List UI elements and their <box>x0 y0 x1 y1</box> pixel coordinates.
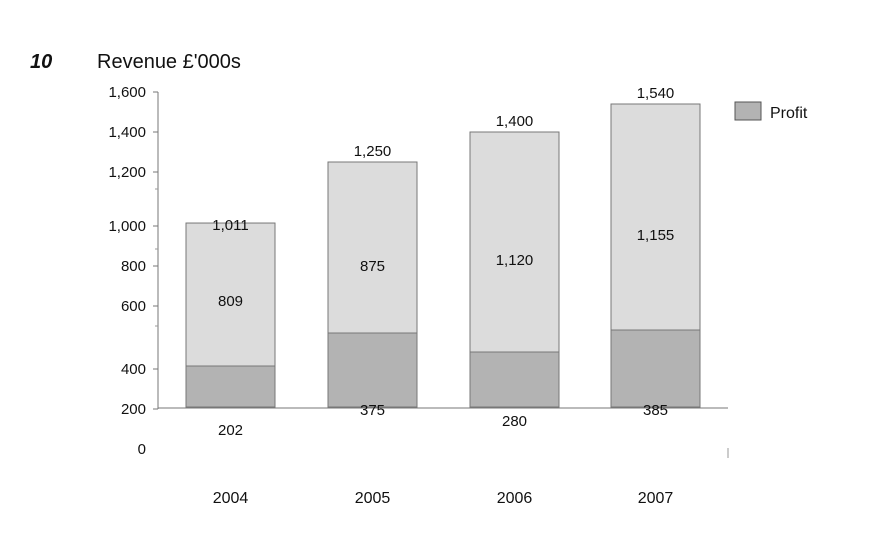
bar-revenue-remainder-2007 <box>610 103 701 331</box>
y-tick-label: 1,400 <box>108 124 146 141</box>
total-label-2007: 1,540 <box>637 85 675 102</box>
segment-label-2005: 875 <box>360 258 385 275</box>
y-tick-label: 800 <box>121 258 146 275</box>
y-tick-label: 1,600 <box>108 84 146 101</box>
segment-label-2006: 1,120 <box>496 252 534 269</box>
figure-number: 10 <box>30 51 52 73</box>
profit-label-2005: 375 <box>360 402 385 419</box>
y-tick-label: 600 <box>121 298 146 315</box>
total-label-2004: 1,011 <box>212 217 248 234</box>
legend: Profit <box>734 101 808 122</box>
profit-label-2007: 385 <box>643 402 668 419</box>
y-tick-label: 400 <box>121 361 146 378</box>
segment-label-2004: 809 <box>218 293 243 310</box>
bars <box>185 103 701 408</box>
x-tick-label-2004: 2004 <box>213 490 249 507</box>
bar-revenue-remainder-2005 <box>327 161 418 334</box>
x-tick-label-2006: 2006 <box>497 490 533 507</box>
data-labels: 2004 1,011 809 202 2005 1,250 875 375 2006 1,400 1… <box>212 85 674 507</box>
x-tick-label-2005: 2005 <box>355 490 391 507</box>
total-label-2005: 1,250 <box>354 143 392 160</box>
profit-label-2004: 202 <box>218 422 243 439</box>
bar-revenue-remainder-2006 <box>469 131 560 353</box>
y-tick-label: 1,200 <box>108 164 146 181</box>
y-tick-label: 0 <box>138 441 146 458</box>
segment-label-2007: 1,155 <box>637 227 675 244</box>
bar-revenue-remainder-2004 <box>185 222 276 367</box>
bar-profit-2007 <box>610 329 701 408</box>
y-tick-label: 200 <box>121 401 146 418</box>
legend-swatch-profit <box>734 101 762 121</box>
bar-profit-2005 <box>327 332 418 408</box>
chart-title: Revenue £'000s <box>97 51 241 73</box>
legend-label-profit: Profit <box>770 105 808 122</box>
profit-label-2006: 280 <box>502 413 527 430</box>
bar-profit-2006 <box>469 351 560 408</box>
y-tick-label: 1,000 <box>108 218 146 235</box>
x-tick-label-2007: 2007 <box>638 490 674 507</box>
axes: 0 200 400 600 800 1,000 1,200 1,400 1,600 <box>108 84 729 458</box>
total-label-2006: 1,400 <box>496 113 534 130</box>
bar-profit-2004 <box>185 365 276 408</box>
